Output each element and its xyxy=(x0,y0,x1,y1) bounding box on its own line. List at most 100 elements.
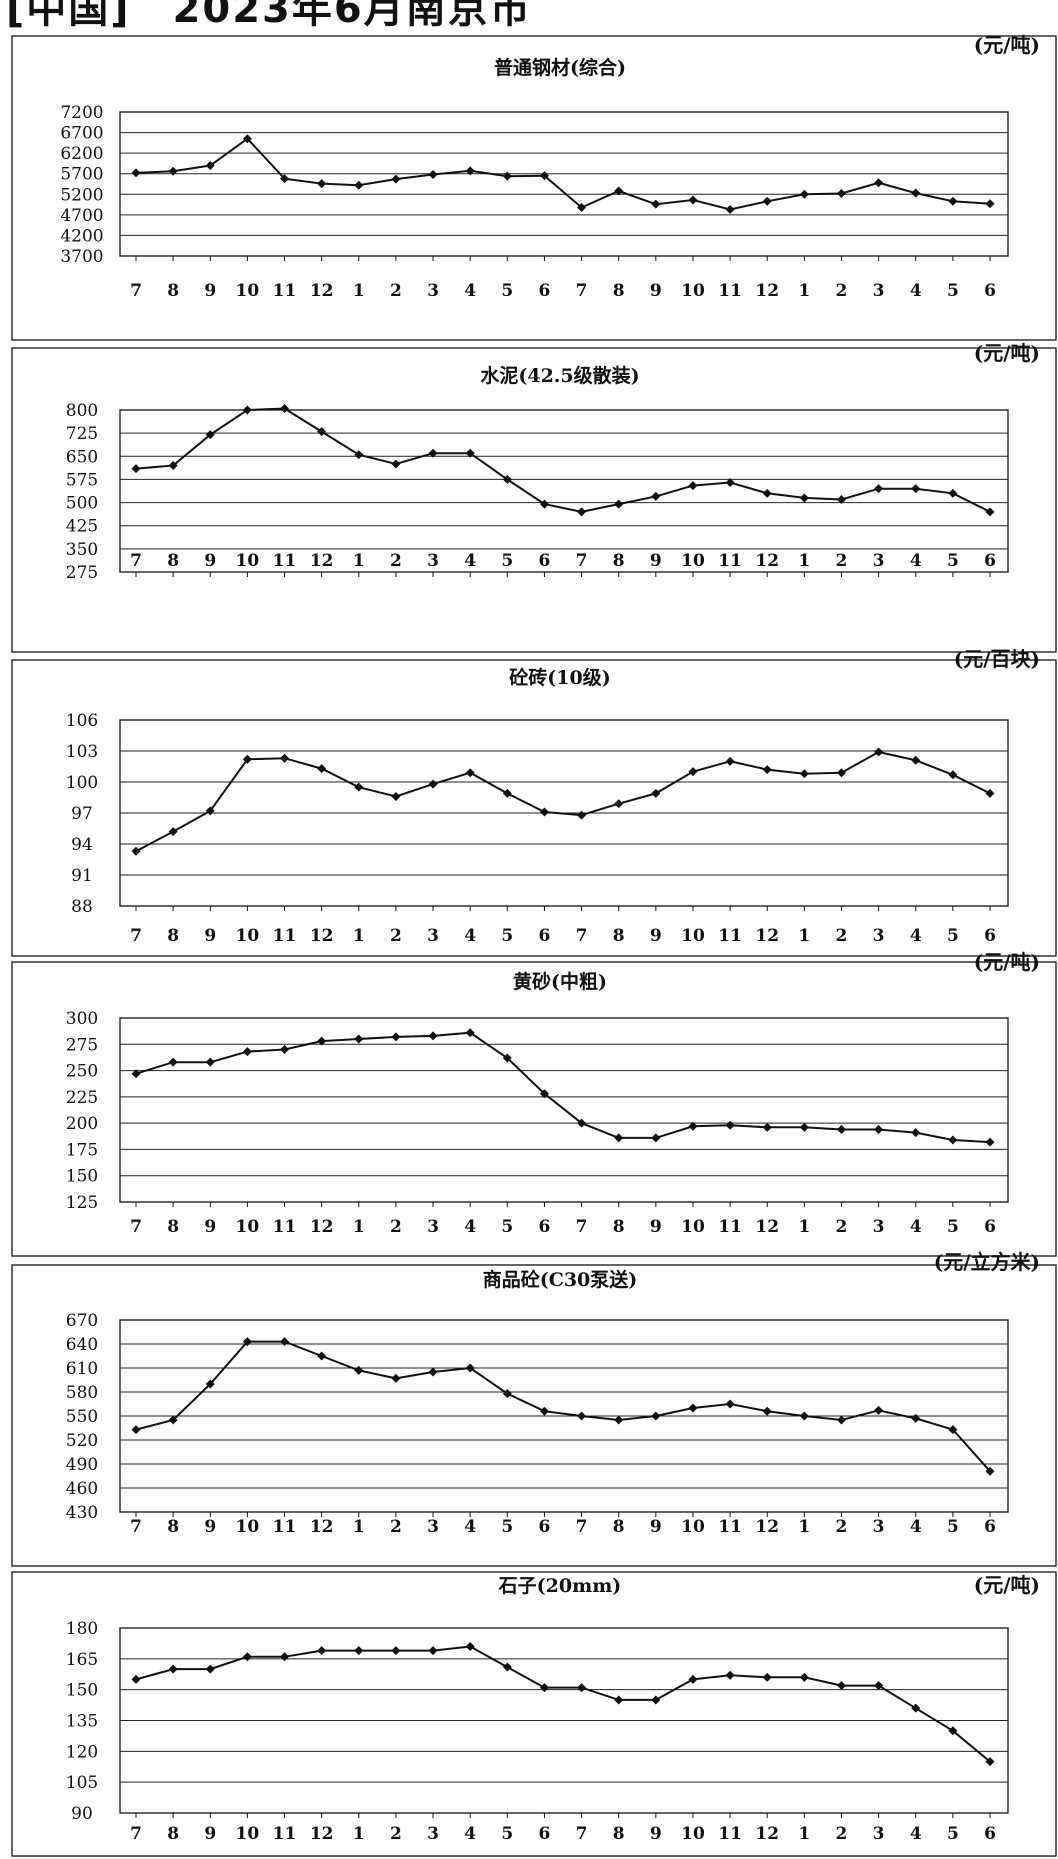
chart-1-xtick-label: 9 xyxy=(204,281,216,301)
chart-3-xtick-label: 2 xyxy=(836,926,848,946)
chart-2-xtick-label: 6 xyxy=(539,551,551,571)
chart-1-ytick-label: 3700 xyxy=(60,247,103,267)
chart-2-data-point xyxy=(391,459,401,469)
chart-2-xtick-label: 10 xyxy=(681,551,705,571)
chart-1-series-line xyxy=(135,137,991,211)
chart-1-data-point xyxy=(242,134,252,144)
chart-5-series-line xyxy=(135,1340,991,1472)
chart-1-xtick-label: 6 xyxy=(984,281,996,301)
chart-4-data-point xyxy=(317,1036,327,1046)
chart-6-ytick-label: 105 xyxy=(66,1773,98,1793)
chart-1-data-point xyxy=(354,180,364,190)
chart-1-xtick-label: 5 xyxy=(501,281,513,301)
chart-2-data-point xyxy=(985,507,995,517)
chart-5-xtick-label: 7 xyxy=(130,1517,142,1537)
chart-3-data-point xyxy=(502,788,512,798)
chart-3-xtick-label: 4 xyxy=(464,926,476,946)
chart-1-xtick-label: 11 xyxy=(273,281,297,301)
chart-6-ytick-label: 165 xyxy=(66,1650,98,1670)
chart-5-xtick-label: 2 xyxy=(836,1517,848,1537)
chart-6-frame xyxy=(11,1571,1057,1857)
chart-1-data-point xyxy=(539,171,549,181)
chart-6-data-point xyxy=(836,1681,846,1691)
chart-1-data-point xyxy=(428,170,438,180)
chart-1-data-point xyxy=(911,188,921,198)
chart-1-xtick-label: 1 xyxy=(353,281,365,301)
chart-5-title: 商品砼(C30泵送) xyxy=(483,1268,638,1291)
chart-5-xtick-label: 10 xyxy=(236,1517,260,1537)
chart-1-xtick-label: 2 xyxy=(390,281,402,301)
chart-4-ytick-label: 150 xyxy=(66,1167,98,1187)
chart-1-xtick-label: 3 xyxy=(427,281,439,301)
chart-3-data-point xyxy=(539,807,549,817)
chart-4-xtick-label: 12 xyxy=(755,1217,779,1237)
chart-2: 水泥(42.5级散装)(元/吨)275350425500575650725800… xyxy=(11,341,1057,653)
chart-6-data-point xyxy=(614,1695,624,1705)
chart-4-ytick-label: 300 xyxy=(66,1009,98,1029)
chart-3-data-point xyxy=(205,806,215,816)
chart-1-xtick-label: 6 xyxy=(539,281,551,301)
chart-1-data-point xyxy=(948,196,958,206)
chart-4-xtick-label: 11 xyxy=(273,1217,297,1237)
chart-5-xtick-label: 11 xyxy=(718,1517,742,1537)
chart-2-ytick-label: 425 xyxy=(66,517,98,537)
page-header-text: [中国] 2023年6月南京市 xyxy=(6,0,532,30)
chart-1-ytick-label: 4200 xyxy=(60,226,103,246)
chart-5-xtick-label: 3 xyxy=(427,1517,439,1537)
chart-2-data-point xyxy=(317,427,327,437)
chart-1-data-point xyxy=(465,166,475,176)
chart-2-ytick-label: 800 xyxy=(66,401,98,421)
chart-5-data-point xyxy=(948,1425,958,1435)
chart-1-ytick-label: 4700 xyxy=(60,206,103,226)
chart-1-data-point xyxy=(317,179,327,189)
chart-4-data-point xyxy=(614,1133,624,1143)
chart-5-data-point xyxy=(651,1411,661,1421)
chart-3-ytick-label: 91 xyxy=(71,866,93,886)
chart-6-data-point xyxy=(651,1695,661,1705)
chart-5-data-point xyxy=(614,1415,624,1425)
chart-3-xtick-label: 5 xyxy=(501,926,513,946)
chart-3-xtick-label: 5 xyxy=(947,926,959,946)
chart-4-xtick-label: 7 xyxy=(576,1217,588,1237)
chart-5-data-point xyxy=(317,1351,327,1361)
chart-2-xtick-label: 7 xyxy=(130,551,142,571)
chart-1-data-point xyxy=(688,195,698,205)
chart-1-data-point xyxy=(874,178,884,188)
chart-5: 商品砼(C30泵送)(元/立方米)43046049052055058061064… xyxy=(11,1250,1057,1567)
chart-2-data-point xyxy=(836,494,846,504)
chart-3-data-point xyxy=(762,765,772,775)
chart-6-data-point xyxy=(317,1646,327,1656)
chart-5-data-point xyxy=(762,1406,772,1416)
chart-3-series-line xyxy=(135,750,991,853)
chart-6-data-point xyxy=(725,1670,735,1680)
chart-3-xtick-label: 12 xyxy=(310,926,334,946)
chart-3-xtick-label: 3 xyxy=(873,926,885,946)
chart-4-data-point xyxy=(428,1031,438,1041)
chart-3-ytick-label: 94 xyxy=(71,835,93,855)
chart-5-data-point xyxy=(280,1337,290,1347)
chart-4-data-point xyxy=(688,1121,698,1131)
chart-1-frame xyxy=(11,35,1057,341)
chart-5-data-point xyxy=(168,1415,178,1425)
chart-4-xtick-label: 6 xyxy=(539,1217,551,1237)
chart-5-ytick-label: 490 xyxy=(66,1455,98,1475)
chart-1-data-point xyxy=(836,188,846,198)
chart-3-frame xyxy=(11,659,1057,957)
chart-1-xtick-label: 1 xyxy=(798,281,810,301)
chart-4-xtick-label: 1 xyxy=(798,1217,810,1237)
chart-2-data-point xyxy=(688,481,698,491)
chart-4-data-point xyxy=(836,1124,846,1134)
chart-6-xtick-label: 1 xyxy=(798,1824,810,1844)
chart-2-xtick-label: 4 xyxy=(464,551,476,571)
chart-3-data-point xyxy=(688,767,698,777)
chart-6-data-point xyxy=(762,1672,772,1682)
chart-6-xtick-label: 7 xyxy=(576,1824,588,1844)
chart-4-ytick-label: 125 xyxy=(66,1193,98,1213)
chart-5-data-point xyxy=(354,1365,364,1375)
chart-5-xtick-label: 11 xyxy=(273,1517,297,1537)
chart-6-xtick-label: 10 xyxy=(681,1824,705,1844)
chart-6-ytick-label: 90 xyxy=(71,1804,93,1824)
